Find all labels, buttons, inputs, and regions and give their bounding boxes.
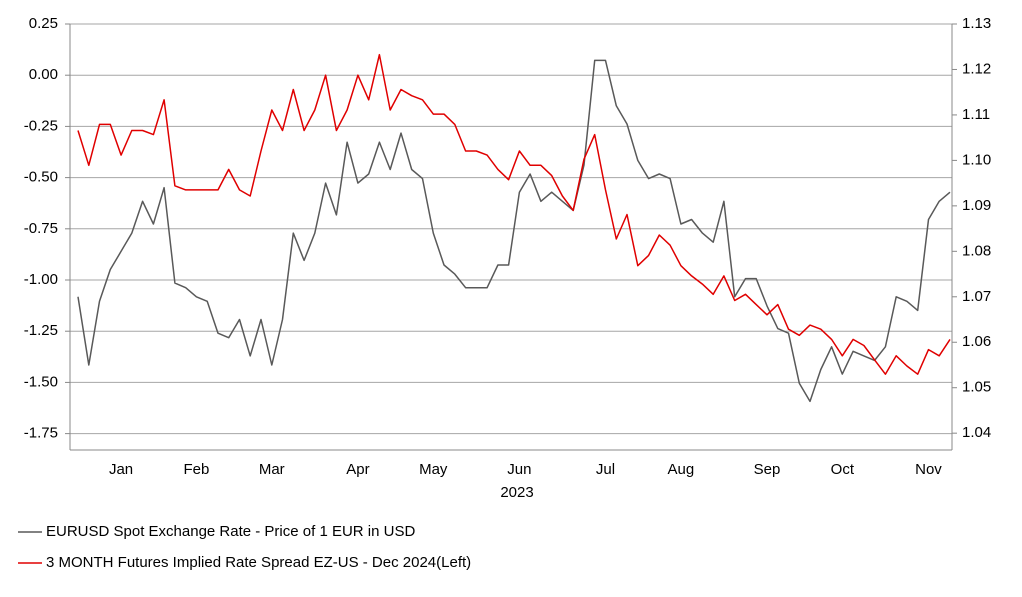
y-tick-label: -1.25 [24, 322, 58, 339]
x-axis-label: 2023 [500, 484, 533, 501]
x-tick-label: Nov [915, 461, 942, 478]
y2-tick-label: 1.08 [962, 242, 991, 259]
y2-tick-label: 1.10 [962, 151, 991, 168]
x-tick-label: Jan [109, 461, 133, 478]
y2-tick-label: 1.05 [962, 379, 991, 396]
y-tick-label: 0.00 [29, 66, 58, 83]
y2-tick-label: 1.09 [962, 197, 991, 214]
x-tick-label: Feb [183, 461, 209, 478]
y-tick-label: -1.50 [24, 373, 58, 390]
y-tick-label: -0.75 [24, 220, 58, 237]
x-tick-label: Jul [596, 461, 615, 478]
y2-tick-label: 1.13 [962, 15, 991, 32]
y-tick-label: -1.75 [24, 425, 58, 442]
y-tick-label: -1.00 [24, 271, 58, 288]
x-tick-label: Sep [754, 461, 781, 478]
y2-tick-label: 1.06 [962, 333, 991, 350]
y-tick-label: -0.25 [24, 117, 58, 134]
series-line [77, 53, 951, 375]
x-tick-label: Apr [346, 461, 369, 478]
x-tick-label: May [419, 461, 448, 478]
y-tick-label: 0.25 [29, 15, 58, 32]
y2-tick-label: 1.04 [962, 424, 991, 441]
y2-tick-label: 1.12 [962, 60, 991, 77]
x-tick-label: Oct [831, 461, 855, 478]
y2-tick-label: 1.11 [962, 106, 990, 123]
y-tick-label: -0.50 [24, 169, 58, 186]
series-line [77, 59, 951, 403]
x-tick-label: Mar [259, 461, 285, 478]
x-tick-label: Jun [507, 461, 531, 478]
legend-label: 3 MONTH Futures Implied Rate Spread EZ-U… [46, 554, 471, 571]
y2-tick-label: 1.07 [962, 288, 991, 305]
x-tick-label: Aug [668, 461, 695, 478]
legend-label: EURUSD Spot Exchange Rate - Price of 1 E… [46, 523, 415, 540]
